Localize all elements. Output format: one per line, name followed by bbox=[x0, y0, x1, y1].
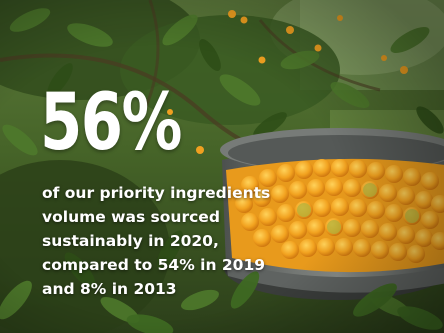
stat-caption: of our priority ingredients volume was s… bbox=[42, 181, 342, 301]
caption-line: compared to 54% in 2019 bbox=[42, 256, 266, 274]
caption-line: sustainably in 2020, bbox=[42, 232, 219, 250]
stat-percentage: 56% bbox=[40, 78, 183, 168]
caption-line: and 8% in 2013 bbox=[42, 280, 177, 298]
caption-line: of our priority ingredients bbox=[42, 184, 271, 202]
caption-line: volume was sourced bbox=[42, 208, 220, 226]
